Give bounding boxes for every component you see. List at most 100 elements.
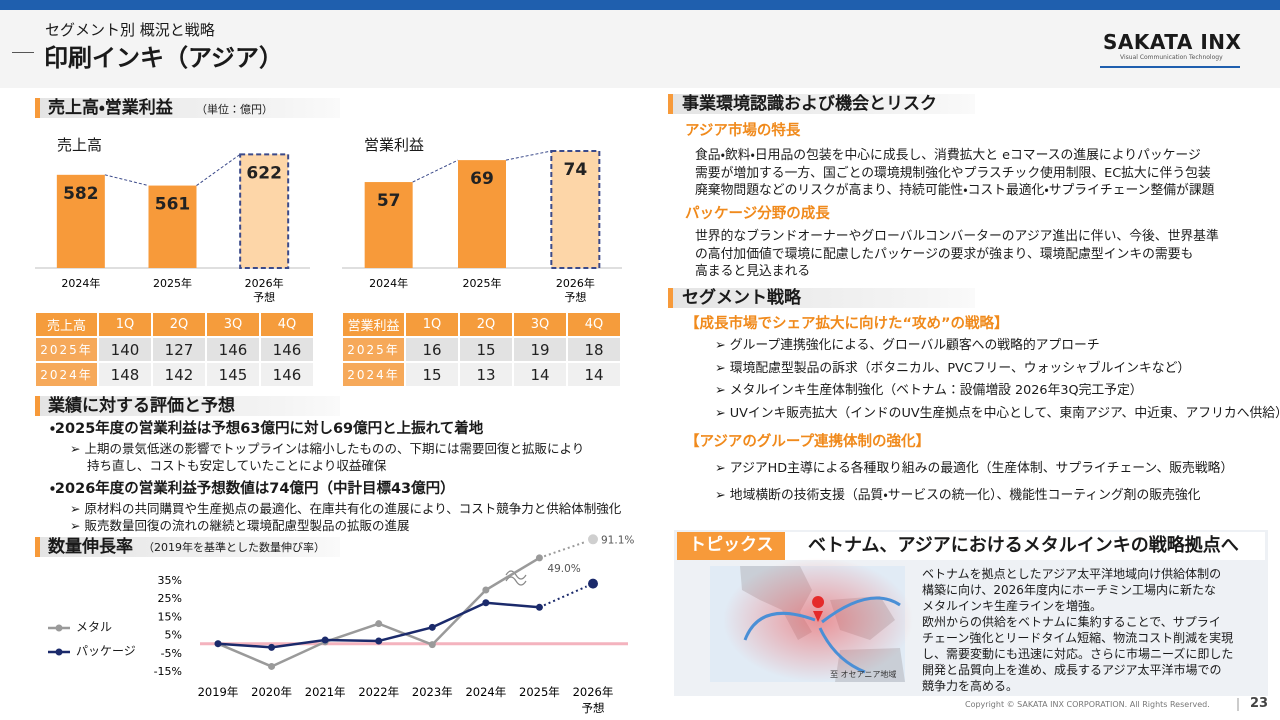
- table-cell: 148: [98, 362, 152, 387]
- connector: [412, 159, 459, 183]
- point: [375, 620, 383, 628]
- value-label: 49.0%: [547, 563, 580, 575]
- section-title: 売上高・営業利益: [48, 98, 173, 118]
- x-tick-label: 2024年: [369, 276, 408, 290]
- table-cell: 127: [152, 337, 206, 362]
- x-tick-label: 2026年: [573, 685, 614, 699]
- table-cell: 146: [260, 362, 314, 387]
- x-tick-label: 2026年: [245, 276, 284, 290]
- y-tick-label: 35%: [158, 574, 182, 587]
- topics-line: 欧州からの供給をベトナムに集約することで、サプライ: [922, 615, 1221, 629]
- x-tick-label: 2024年: [61, 276, 100, 290]
- x-tick-label: 2022年: [358, 685, 399, 699]
- point: [586, 532, 600, 547]
- table-cell: 14: [513, 362, 567, 387]
- table-cell: 146: [206, 337, 260, 362]
- table-cell: 2Q: [152, 312, 206, 337]
- strategy-bullet: ➢ 環境配慮型製品の訴求（ボタニカル、PVCフリー、ウォッシャブルインキなど）: [715, 360, 1191, 376]
- table-cell: 営業利益: [342, 312, 405, 337]
- map: [710, 558, 913, 682]
- section-marker: [35, 396, 40, 416]
- section-marker: [35, 537, 40, 557]
- paragraph-line: 高まると見込まれる: [695, 264, 811, 279]
- y-tick-label: -5%: [161, 647, 182, 660]
- map-arrow: [743, 611, 816, 641]
- strategy-bullet: ➢ グループ連携強化による、グローバル顧客への戦略的アプローチ: [715, 338, 1100, 353]
- paragraph-line: 世界的なブランドオーナーやグローバルコンバーターのアジア進出に伴い、今後、世界基…: [695, 229, 1219, 244]
- forecast-line: [539, 582, 594, 609]
- table-cell: 15: [459, 337, 513, 362]
- x-tick-label: 2026年: [556, 276, 595, 290]
- table-cell: 2025年: [342, 337, 405, 362]
- bar: [148, 185, 197, 268]
- strategy-bullet: ➢ UVインキ販売拡大（インドのUV生産拠点を中心として、東南アジア、中近東、ア…: [715, 405, 1280, 421]
- page-number: 23: [1250, 696, 1269, 711]
- top-bar: [0, 0, 1280, 10]
- point: [268, 643, 276, 651]
- value-label: 57: [377, 191, 401, 211]
- topics-label-bg: [677, 532, 785, 560]
- bar: [550, 149, 601, 270]
- map-pin: [812, 596, 825, 622]
- x-tick-label: 2025年: [519, 685, 560, 699]
- point: [482, 586, 490, 594]
- bar: [239, 153, 290, 269]
- point: [428, 623, 436, 631]
- topics-line: 競争力を高める。: [922, 679, 1019, 693]
- sub-title: パッケージ分野の成長: [685, 206, 830, 222]
- y-tick-label: 15%: [158, 610, 182, 623]
- strategy-bullet: ➢ 地域横断の技術支援（品質・サービスの統一化）、機能性コーティング剤の販売強化: [715, 488, 1201, 503]
- forecast-line: [539, 538, 594, 559]
- connector: [104, 174, 149, 187]
- table-cell: 140: [98, 337, 152, 362]
- paragraph-line: の高付加価値で環境に配慮したパッケージの要求が強まり、環境配慮型インキの需要も: [695, 246, 1194, 262]
- forecast-label: 予想: [564, 290, 586, 304]
- table-cell: 3Q: [513, 312, 567, 337]
- copyright: Copyright © SAKATA INX CORPORATION. All …: [965, 700, 1210, 709]
- strategy-bullet: ➢ メタルインキ生産体制強化（ベトナム：設備増設 2026年3Q完工予定）: [715, 383, 1143, 398]
- table-cell: 4Q: [567, 312, 621, 337]
- strategy-group: 【成長市場でシェア拡大に向けた“攻め”の戦略】: [685, 316, 1009, 332]
- section-bg: [35, 537, 340, 557]
- value-label: 74: [563, 160, 587, 180]
- logo: SAKATA INX: [1103, 30, 1242, 54]
- topics-line: し、需要変動にも迅速に対応。さらに市場ニーズに即した: [922, 647, 1234, 661]
- section-title: 事業環境認識および機会とリスク: [682, 94, 937, 114]
- evaluation-note: ➢ 上期の景気低迷の影響でトップラインは縮小したものの、下期には需要回復と拡販に…: [70, 441, 585, 456]
- chart-title: 売上高: [57, 136, 103, 154]
- table-cell: 3Q: [206, 312, 260, 337]
- table-cell: 売上高: [35, 312, 98, 337]
- point: [268, 662, 276, 670]
- x-tick-label: 2019年: [198, 685, 239, 699]
- point: [535, 554, 543, 562]
- section-bg: [668, 288, 975, 308]
- table-cell: 19: [513, 337, 567, 362]
- section-title: 業績に対する評価と予想: [48, 396, 235, 416]
- table-cell: 16: [405, 337, 459, 362]
- point: [482, 599, 490, 607]
- topics-line: 開発と品質向上を進め、成長するアジア太平洋市場での: [922, 663, 1222, 677]
- section-unit: （単位：億円）: [196, 103, 273, 116]
- paragraph-line: 食品・飲料・日用品の包装を中心に成長し、消費拡大と eコマースの進展によりパッケ…: [695, 148, 1201, 163]
- section-note: （2019年を基準とした数量伸び率）: [143, 541, 325, 554]
- bar: [56, 174, 105, 268]
- evaluation-item: ・2025年度の営業利益は予想63億円に対し69億円と上振れて着地: [50, 421, 484, 437]
- topics-line: チェーン強化とリードタイム短縮、物流コスト削減を実現: [922, 631, 1234, 645]
- point: [535, 603, 543, 611]
- x-tick-label: 2023年: [412, 685, 453, 699]
- logo-tagline: Visual Communication Technology: [1120, 54, 1223, 61]
- table-cell: 2024年: [342, 362, 405, 387]
- point: [428, 641, 436, 649]
- table-cell: 2024年: [35, 362, 98, 387]
- legend-dot: [55, 648, 63, 656]
- bar: [364, 182, 413, 268]
- x-tick-label: 2020年: [251, 685, 292, 699]
- header-title: 印刷インキ（アジア）: [44, 44, 284, 72]
- paragraph-line: 需要が増加する一方、国ごとの環境規制強化やプラスチック使用制限、EC拡大に伴う包…: [695, 165, 1211, 181]
- point: [586, 576, 600, 591]
- x-tick-label: 2024年: [465, 685, 506, 699]
- table-cell: 145: [206, 362, 260, 387]
- map-arrow: [821, 596, 901, 624]
- section-bg: [35, 396, 340, 416]
- header-band: [0, 10, 1280, 88]
